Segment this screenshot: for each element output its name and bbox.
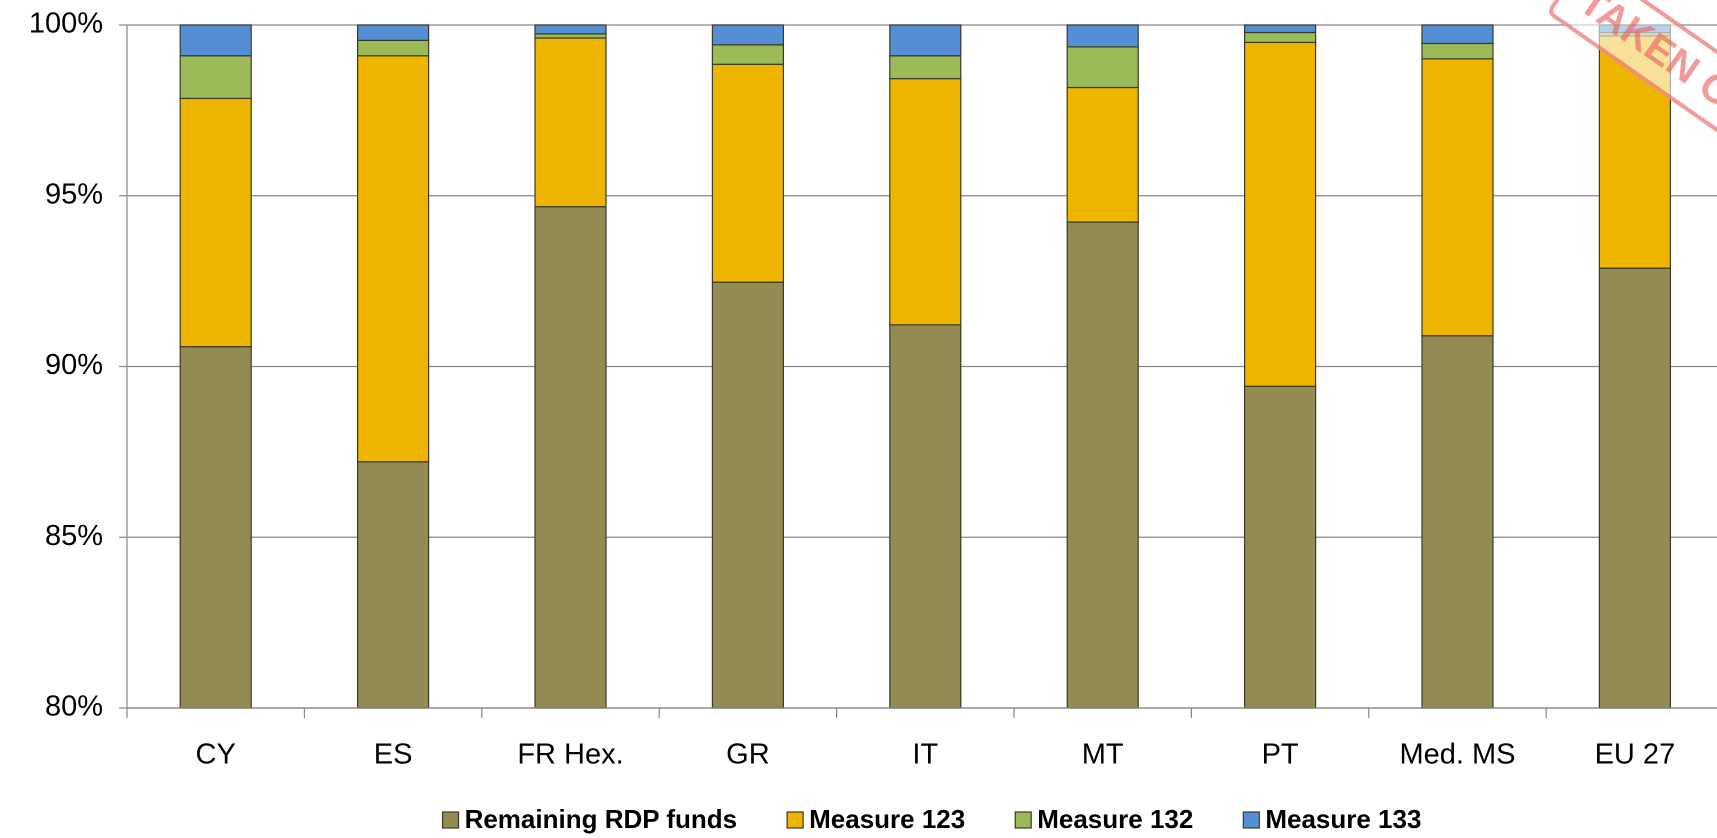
bar-segment: [1421, 42, 1494, 60]
x-tick-label: IT: [912, 739, 938, 771]
bar-segment: [179, 346, 252, 709]
bar-segment: [179, 97, 252, 348]
bar-segment: [357, 24, 430, 41]
legend-swatch: [1242, 811, 1260, 829]
x-tick-label: EU 27: [1595, 739, 1676, 771]
bar-segment: [179, 55, 252, 100]
bar-segment: [1066, 24, 1139, 48]
legend-swatch: [1014, 811, 1032, 829]
bar-segment: [1066, 221, 1139, 709]
x-tick-label: Med. MS: [1399, 739, 1515, 771]
bar-segment: [1066, 46, 1139, 89]
bar-segment: [1243, 41, 1317, 387]
y-tick-label: 80%: [45, 691, 103, 723]
bar-segment: [1421, 58, 1494, 337]
bar-segment: [889, 55, 962, 80]
x-tick-label: GR: [726, 739, 770, 771]
bar-segment: [889, 324, 962, 709]
y-tick-label: 100%: [29, 8, 103, 40]
legend-label: Remaining RDP funds: [465, 804, 738, 834]
bar-segment: [711, 63, 785, 283]
bar-segment: [1421, 335, 1494, 709]
legend: Remaining RDP funds Measure 123 Measure 13…: [441, 804, 1421, 834]
legend-swatch: [441, 811, 460, 829]
bar-segment: [711, 24, 785, 46]
bar-segment: [711, 281, 785, 709]
bar-segment: [1598, 267, 1672, 709]
y-tick-label: 90%: [45, 349, 103, 381]
bar-segment: [889, 24, 962, 57]
x-tick-label: FR Hex.: [517, 739, 623, 771]
x-tick-label: PT: [1262, 739, 1299, 771]
bar-segment: [889, 78, 962, 326]
legend-swatch: [786, 811, 804, 829]
x-tick-label: MT: [1082, 739, 1124, 771]
legend-label: Measure 133: [1265, 804, 1421, 834]
bar-segment: [357, 39, 430, 57]
bar-segment: [1421, 24, 1494, 45]
bar-segment: [1243, 385, 1317, 709]
bar-segment: [357, 55, 430, 463]
bar-segment: [1243, 31, 1317, 44]
x-tick-label: CY: [196, 739, 236, 771]
y-tick-label: 95%: [45, 178, 103, 210]
bar-segment: [1243, 24, 1317, 34]
bar-segment: [179, 24, 252, 57]
bar-segment: [534, 206, 607, 709]
stamp-border: [1549, 0, 1717, 184]
x-tick-label: ES: [374, 739, 413, 771]
bar-segment: [534, 37, 607, 208]
bar-segment: [534, 24, 607, 35]
bar-segment: [711, 44, 785, 65]
bar-segment: [1066, 86, 1139, 223]
bar-segment: [357, 461, 430, 709]
y-tick-label: 85%: [45, 520, 103, 552]
legend-label: Measure 123: [809, 804, 965, 834]
bar-segment: [534, 33, 607, 39]
legend-label: Measure 132: [1037, 804, 1193, 834]
